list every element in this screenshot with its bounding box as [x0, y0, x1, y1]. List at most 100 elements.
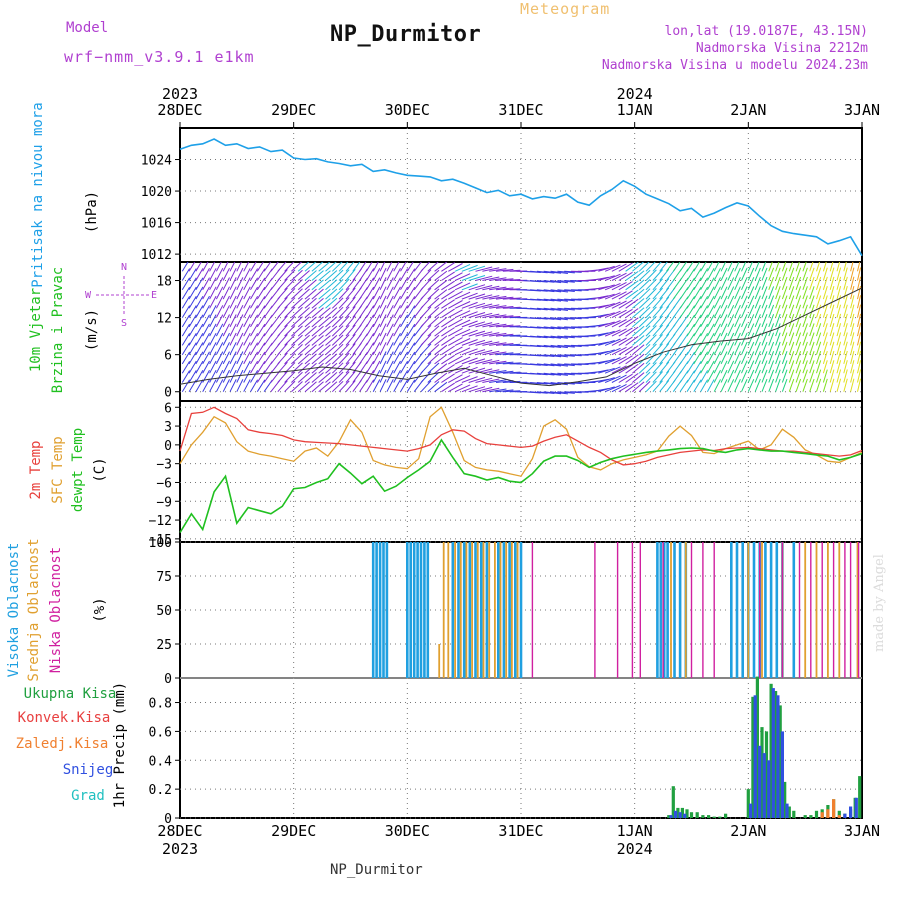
wind-vector	[291, 353, 303, 365]
wind-vector	[536, 372, 555, 376]
precip-bar	[751, 696, 755, 818]
wind-vector	[761, 295, 768, 309]
wind-vector	[836, 350, 842, 365]
wind-vector	[768, 323, 775, 337]
wind-vector	[393, 323, 401, 337]
wind-vector	[195, 295, 204, 309]
wind-vector	[857, 262, 861, 272]
wind-vector	[652, 306, 663, 318]
wind-vector	[277, 361, 288, 374]
wind-vector	[550, 354, 568, 358]
cloud-bar	[412, 542, 416, 678]
wind-vector	[461, 311, 478, 319]
wind-vector	[727, 323, 735, 337]
wind-vector	[591, 378, 609, 383]
wind-vector	[202, 314, 210, 328]
wind-vector	[406, 370, 416, 383]
wind-vector	[372, 268, 381, 281]
wind-vector	[747, 314, 755, 328]
wind-vector	[829, 332, 835, 346]
wind-vector	[448, 327, 463, 337]
wind-vector	[502, 353, 521, 356]
x-tick-label-top: 31DEC	[498, 101, 543, 119]
wind-vector	[530, 363, 548, 366]
wind-vector	[400, 277, 409, 291]
wind-vector	[625, 270, 639, 281]
wind-vector	[645, 278, 657, 291]
wind-vector	[747, 267, 755, 281]
precip-bar	[849, 806, 853, 818]
wind-vector	[850, 276, 855, 290]
wind-vector	[836, 323, 842, 337]
cloud-high-axis-label: Visoka Oblacnost	[6, 543, 22, 678]
cloud-bar	[832, 542, 835, 678]
wind-vector	[318, 279, 331, 291]
wind-vector	[195, 262, 202, 272]
wind-vector	[311, 344, 324, 356]
wind-vector	[434, 262, 448, 272]
wind-vector	[768, 286, 775, 300]
wind-vector	[652, 361, 663, 374]
wind-vector	[297, 288, 310, 300]
wind-vector	[345, 361, 356, 374]
wind-vector	[632, 335, 645, 346]
wind-vector	[338, 315, 350, 328]
precip-bar	[854, 797, 858, 818]
wind-vector	[461, 301, 478, 309]
wind-vector	[400, 360, 409, 374]
wind-vector	[604, 292, 621, 300]
y-tick-label: 100	[149, 536, 172, 551]
wind-vector	[345, 296, 356, 309]
wind-vector	[291, 371, 303, 383]
wind-vector	[625, 345, 639, 356]
precip-bar	[701, 815, 705, 818]
wind-vector	[659, 361, 670, 374]
wind-axis-label: Brzina i Pravac	[50, 267, 66, 393]
wind-vector	[393, 277, 401, 291]
wind-vector	[434, 326, 448, 337]
wind-vector	[256, 342, 266, 355]
wind-vector	[400, 268, 409, 281]
wind-vector	[829, 369, 835, 383]
x-tick-label-bottom: 2JAN	[730, 822, 766, 840]
wind-vector	[318, 335, 331, 346]
year-label-bottom: 2024	[617, 840, 653, 858]
wind-vector	[202, 342, 210, 355]
wind-vector	[530, 307, 548, 311]
wind-vector-field	[181, 262, 862, 395]
wind-vector	[372, 369, 381, 383]
wind-vector	[645, 362, 657, 374]
wind-vector	[598, 330, 615, 337]
precip-bar	[712, 816, 716, 818]
wind-vector	[598, 340, 615, 346]
wind-vector	[734, 369, 741, 383]
wind-vector	[713, 314, 721, 328]
wind-vector	[236, 277, 244, 291]
wind-vector	[754, 277, 761, 290]
wind-vector	[857, 276, 862, 290]
wind-vector	[448, 263, 463, 272]
wind-vector	[822, 323, 828, 337]
wind-vector	[591, 286, 609, 291]
wind-vector	[843, 341, 848, 355]
wind-vector	[482, 295, 500, 300]
wind-vector	[420, 315, 432, 328]
wind-vector	[229, 304, 237, 318]
wind-vector	[482, 313, 500, 319]
wind-vector	[557, 372, 575, 376]
wind-vector	[816, 341, 822, 355]
wind-vector	[202, 379, 210, 392]
cloud-bar	[471, 542, 473, 678]
cloud-bar	[827, 542, 829, 678]
wind-vector	[427, 297, 440, 309]
wind-vector	[250, 360, 259, 374]
wind-vector	[482, 332, 500, 337]
wind-vector	[427, 334, 440, 346]
wind-vector	[686, 296, 696, 309]
wind-vector	[325, 270, 338, 281]
wind-vector	[611, 383, 627, 393]
pressure-axis-label: Pritisak na nivou mora	[30, 102, 46, 287]
wind-vector	[809, 332, 815, 346]
wind-vector	[331, 306, 344, 318]
wind-vector	[188, 370, 197, 383]
